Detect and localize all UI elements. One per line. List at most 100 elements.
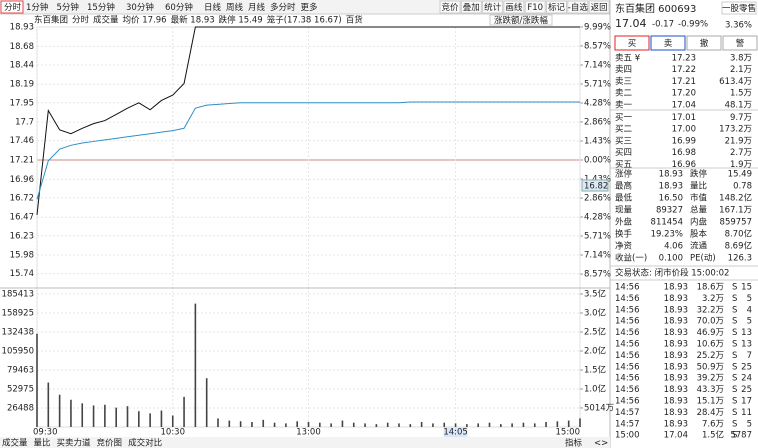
- pct: -0.99%: [678, 20, 708, 30]
- book-price: 16.99: [672, 136, 696, 146]
- button[interactable]: [482, 0, 504, 14]
- tab[interactable]: 60分钟: [165, 2, 193, 13]
- trade-time: 14:56: [615, 340, 640, 350]
- button[interactable]: [588, 0, 610, 14]
- button[interactable]: [503, 0, 525, 14]
- trade-side: S: [732, 351, 737, 361]
- button-label[interactable]: 叠加: [463, 2, 480, 13]
- bottom-tab[interactable]: 成交对比: [128, 438, 162, 448]
- button-label[interactable]: 标记: [548, 2, 566, 13]
- tab[interactable]: 分时: [4, 2, 22, 13]
- trade-time: 14:56: [615, 317, 640, 327]
- button-label[interactable]: 竞价: [441, 2, 459, 13]
- button[interactable]: [439, 0, 461, 14]
- book-label: 买三: [615, 136, 632, 146]
- button[interactable]: [567, 0, 589, 14]
- bottom-bar: [0, 437, 610, 448]
- stat-value: 89327: [656, 206, 683, 216]
- trade-count: 24: [741, 374, 752, 384]
- button[interactable]: [546, 0, 567, 14]
- button-label[interactable]: 统计: [484, 2, 502, 13]
- trade-volume: 1.5亿: [702, 430, 724, 441]
- stat-value: 19.23%: [651, 230, 683, 240]
- book-price: 17.21: [672, 77, 696, 87]
- y-tick-label: 18.68: [10, 42, 34, 52]
- trade-volume: 18.6万: [697, 283, 724, 293]
- stat-label: 股本: [690, 229, 708, 240]
- trade-side: S: [732, 419, 737, 429]
- stat-label: 总量: [690, 205, 708, 216]
- tab-active: [0, 0, 24, 14]
- action-btn[interactable]: [686, 35, 722, 51]
- status: 交易状态: 闭市价段 15:00:02: [615, 268, 729, 279]
- trade-price: 18.93: [664, 283, 688, 293]
- bottom-tab[interactable]: 竞价图: [97, 438, 123, 448]
- button-label[interactable]: 返回: [591, 2, 608, 13]
- y-tick-label: 17.46: [10, 136, 34, 146]
- volume-bar: [319, 422, 321, 427]
- stat-value: 167.1万: [719, 206, 752, 216]
- book-price: 17.01: [672, 113, 696, 123]
- y-tick-label: 18.44: [10, 60, 34, 70]
- odd-lot[interactable]: 一股零售: [722, 3, 756, 14]
- trade-count: 25: [741, 362, 752, 372]
- tab[interactable]: 周线: [226, 2, 244, 13]
- trade-price: 18.93: [664, 340, 688, 350]
- trade-count: 5787: [730, 431, 752, 441]
- info-item: 东百集团: [34, 15, 68, 26]
- tab[interactable]: 30分钟: [126, 2, 154, 13]
- book-label: 买四: [615, 148, 632, 158]
- tab[interactable]: 月线: [248, 2, 266, 13]
- y-tick-label: 17.95: [10, 98, 34, 108]
- trade-price: 17.04: [664, 431, 688, 441]
- stat-value: 16.50: [659, 194, 683, 204]
- tab[interactable]: 更多: [301, 2, 319, 13]
- bottom-tab[interactable]: 买卖力道: [57, 438, 92, 448]
- button-label[interactable]: -自选: [568, 2, 589, 13]
- action-btn[interactable]: [650, 35, 686, 51]
- trade-time: 14:56: [615, 362, 640, 372]
- tab[interactable]: 15分钟: [87, 2, 115, 13]
- volume-bar: [126, 406, 129, 427]
- volume-bar: [285, 423, 287, 427]
- action-label[interactable]: 买: [628, 39, 637, 49]
- trade-side: S: [732, 294, 737, 304]
- button-label[interactable]: F10: [527, 3, 543, 13]
- volume-bar: [58, 394, 61, 427]
- y-tick-label: 16.23: [10, 231, 34, 241]
- stat-label: 现量: [615, 206, 633, 216]
- trade-time: 14:57: [615, 408, 640, 418]
- amp: 3.36%: [725, 21, 752, 31]
- stat-label: 量比: [690, 181, 707, 192]
- action-btn[interactable]: [614, 35, 650, 51]
- trade-price: 18.93: [664, 419, 688, 429]
- bottom-right[interactable]: 指标: [565, 438, 583, 448]
- action-btn[interactable]: [722, 35, 758, 51]
- bottom-tab[interactable]: 成交量: [2, 438, 28, 448]
- book-price: 17.00: [672, 125, 696, 135]
- book-label: 卖一: [615, 100, 633, 110]
- dropdown-label[interactable]: 涨跌额/涨跌幅: [494, 15, 548, 26]
- dropdown[interactable]: [489, 14, 553, 26]
- action-label[interactable]: 卖: [664, 39, 673, 49]
- y-tick-label: 105950: [2, 347, 34, 357]
- trade-count: 13: [741, 328, 752, 338]
- tab[interactable]: 日线: [204, 2, 222, 13]
- book-label: 买五: [615, 160, 633, 170]
- button-label[interactable]: 画线: [505, 2, 523, 13]
- stat-value: 811454: [651, 218, 683, 228]
- tab[interactable]: 1分钟: [26, 2, 48, 13]
- bottom-tab[interactable]: 量比: [34, 438, 51, 448]
- y2-tick-label: 4.28%: [584, 99, 611, 109]
- action-label[interactable]: 撤: [700, 38, 709, 49]
- bottom-right[interactable]: <>: [594, 439, 608, 448]
- button[interactable]: [524, 0, 546, 14]
- button[interactable]: [460, 0, 482, 14]
- tab[interactable]: 5分钟: [57, 2, 79, 13]
- tab[interactable]: 多分时: [270, 2, 296, 13]
- info-item: 笼子(17.38 16.67): [267, 15, 342, 26]
- book-label: 卖三: [615, 77, 632, 87]
- odd-lot-btn[interactable]: [721, 1, 757, 15]
- x-tick-label: 13:00: [296, 428, 321, 438]
- action-label[interactable]: 警: [736, 38, 745, 49]
